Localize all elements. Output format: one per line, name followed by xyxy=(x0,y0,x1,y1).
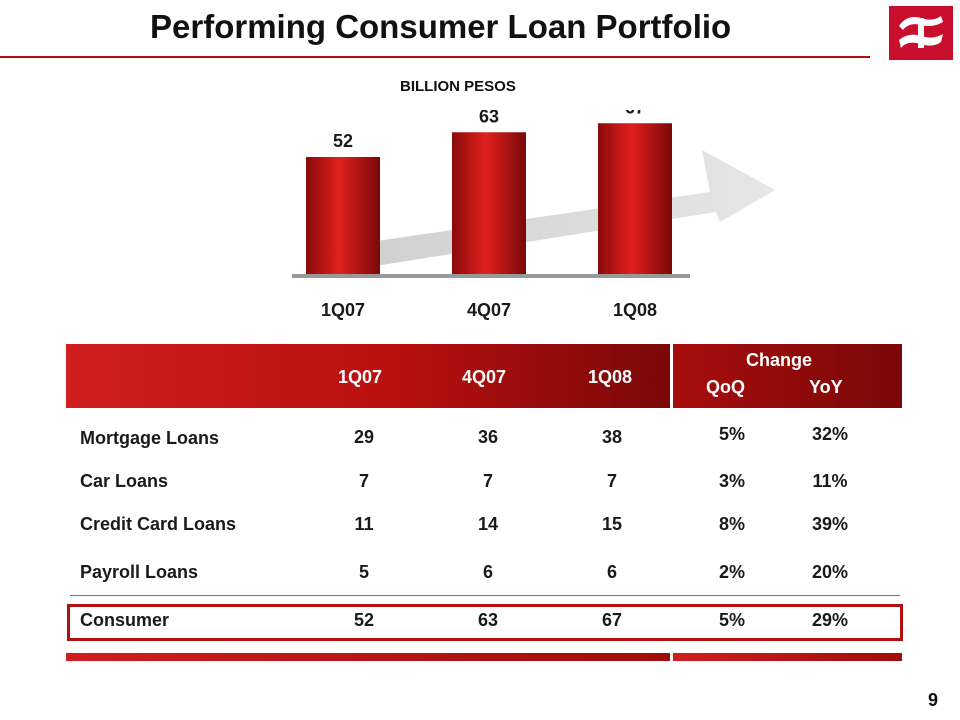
col-header-yoy: YoY xyxy=(809,377,843,397)
table-cell: 11% xyxy=(812,471,848,491)
col-header-4q07: 4Q07 xyxy=(462,367,507,387)
table-cell: 8% xyxy=(718,514,745,534)
x-tick-label: 1Q08 xyxy=(613,300,657,320)
table-cell: 7 xyxy=(482,471,493,491)
trend-arrow xyxy=(350,150,775,270)
bar-1q07 xyxy=(306,157,380,274)
table-cell: 7 xyxy=(358,471,369,491)
chart-baseline xyxy=(292,274,690,278)
chart-units: BILLION PESOS xyxy=(400,78,516,95)
row-label-car: Car Loans xyxy=(80,471,169,491)
col-header-change: Change xyxy=(746,350,813,370)
table-cell: 67 xyxy=(601,610,623,630)
total-separator xyxy=(70,595,900,596)
table-cell: 6 xyxy=(482,562,493,582)
row-label-payroll: Payroll Loans xyxy=(80,562,199,582)
footer-bar xyxy=(66,653,670,661)
table-cell: 29 xyxy=(353,427,375,447)
table-cell: 52 xyxy=(353,610,375,630)
row-label-consumer: Consumer xyxy=(80,610,170,630)
bank-logo xyxy=(889,6,953,60)
table-cell: 63 xyxy=(477,610,499,630)
col-header-1q07: 1Q07 xyxy=(338,367,383,387)
table-cell: 5 xyxy=(358,562,369,582)
bar-4q07 xyxy=(452,132,526,274)
table-cell: 39% xyxy=(811,514,849,534)
row-label-mortgage: Mortgage Loans xyxy=(80,428,220,448)
bar-1q08 xyxy=(598,123,672,274)
table-cell: 32% xyxy=(811,424,849,444)
table-cell: 5% xyxy=(718,424,745,444)
col-header-qoq: QoQ xyxy=(706,377,745,397)
table-cell: 6 xyxy=(606,562,617,582)
table-cell: 2% xyxy=(718,562,745,582)
bar-chart: 52 63 67 1Q07 4Q07 1Q08 xyxy=(292,110,775,320)
table-cell: 14 xyxy=(477,514,499,534)
x-tick-label: 4Q07 xyxy=(467,300,511,320)
table-cell: 38 xyxy=(601,427,623,447)
col-header-1q08: 1Q08 xyxy=(588,367,633,387)
table-cell: 36 xyxy=(477,427,499,447)
x-tick-label: 1Q07 xyxy=(321,300,365,320)
bar-value-label: 67 xyxy=(625,110,645,117)
row-label-credit-card: Credit Card Loans xyxy=(80,514,237,534)
page-title: Performing Consumer Loan Portfolio xyxy=(150,8,732,45)
page-number: 9 xyxy=(928,690,939,710)
table-cell: 3% xyxy=(718,471,745,491)
table-cell: 15 xyxy=(601,514,623,534)
table-cell: 29% xyxy=(811,610,849,630)
table-cell: 20% xyxy=(811,562,849,582)
table-cell: 5% xyxy=(718,610,745,630)
footer-bar xyxy=(673,653,902,661)
table-header xyxy=(66,344,670,408)
bar-value-label: 52 xyxy=(333,131,353,151)
table-header-change xyxy=(673,344,902,408)
table-cell: 11 xyxy=(354,514,374,534)
title-divider xyxy=(0,56,870,58)
table-cell: 7 xyxy=(606,471,617,491)
bar-value-label: 63 xyxy=(479,110,499,126)
total-row-highlight xyxy=(67,604,903,641)
